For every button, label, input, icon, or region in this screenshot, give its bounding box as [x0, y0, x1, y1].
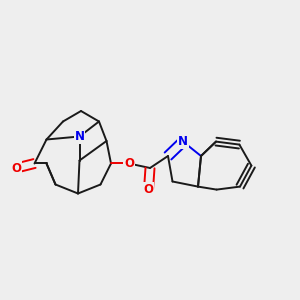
Text: O: O — [143, 183, 154, 196]
Text: O: O — [11, 161, 22, 175]
Text: N: N — [74, 130, 85, 143]
Text: N: N — [178, 135, 188, 148]
Text: O: O — [124, 157, 134, 170]
